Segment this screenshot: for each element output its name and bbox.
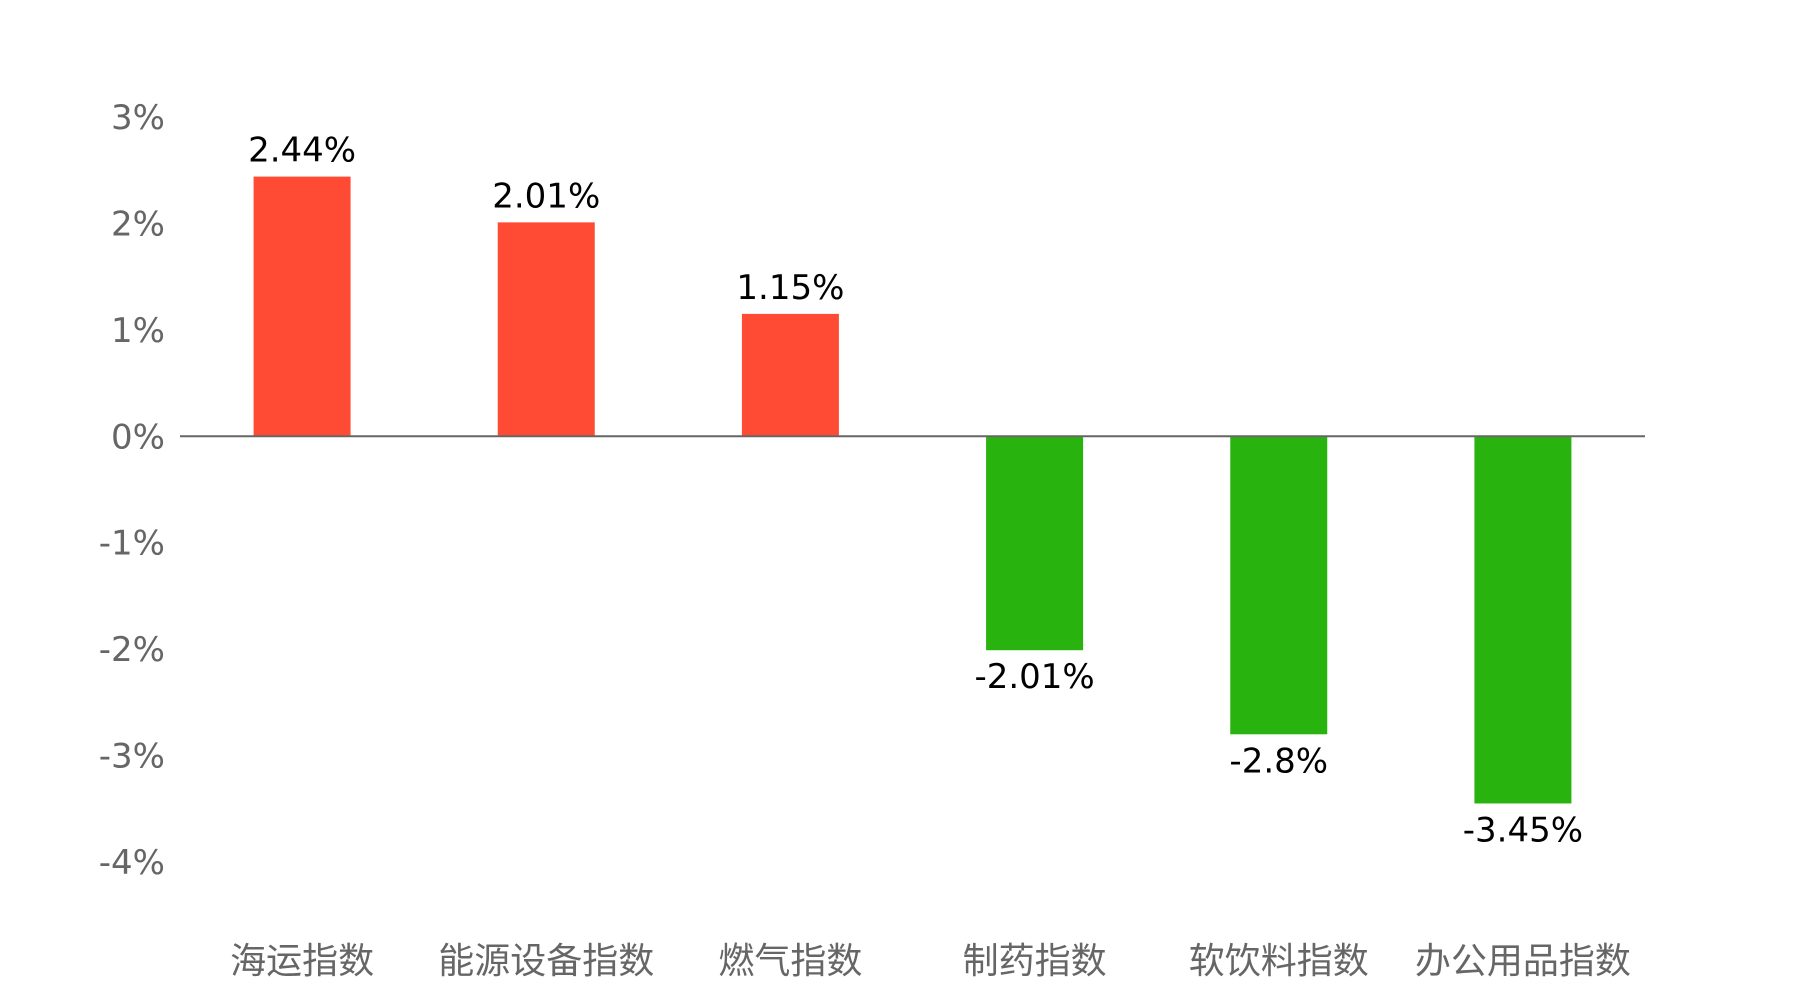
x-axis-category-labels: 海运指数 能源设备指数 燃气指数 制药指数 软饮料指数 办公用品指数 — [230, 941, 1631, 982]
category-label: 办公用品指数 — [1415, 941, 1631, 982]
y-tick-label: 2% — [111, 204, 165, 244]
value-labels: 2.44% 2.01% 1.15% -2.01% -2.8% -3.45% — [248, 131, 1583, 851]
category-label: 软饮料指数 — [1189, 941, 1369, 982]
y-tick-label: -1% — [99, 524, 165, 564]
bar — [253, 176, 351, 437]
category-label: 制药指数 — [963, 941, 1107, 982]
bar-value-label: 1.15% — [736, 268, 844, 308]
category-label: 燃气指数 — [718, 941, 862, 982]
y-tick-label: -4% — [99, 843, 165, 883]
bar-value-label: -2.01% — [974, 657, 1094, 697]
bar — [1230, 436, 1328, 735]
category-label: 海运指数 — [230, 941, 374, 982]
bar-value-label: 2.44% — [248, 131, 356, 171]
bar-value-label: -3.45% — [1463, 810, 1583, 850]
bar — [986, 436, 1084, 651]
bar — [1474, 436, 1572, 804]
y-tick-label: -3% — [99, 737, 165, 777]
bar — [741, 313, 839, 437]
bars — [253, 176, 1572, 804]
y-tick-label: -2% — [99, 630, 165, 670]
category-label: 能源设备指数 — [438, 941, 654, 982]
y-tick-label: 0% — [111, 417, 165, 457]
bar-value-label: 2.01% — [492, 176, 600, 216]
bar-value-label: -2.8% — [1229, 741, 1328, 781]
y-tick-label: 3% — [111, 98, 165, 138]
y-tick-label: 1% — [111, 311, 165, 351]
bar — [497, 222, 595, 437]
y-axis-tick-labels: 3% 2% 1% 0% -1% -2% -3% -4% — [99, 98, 165, 883]
